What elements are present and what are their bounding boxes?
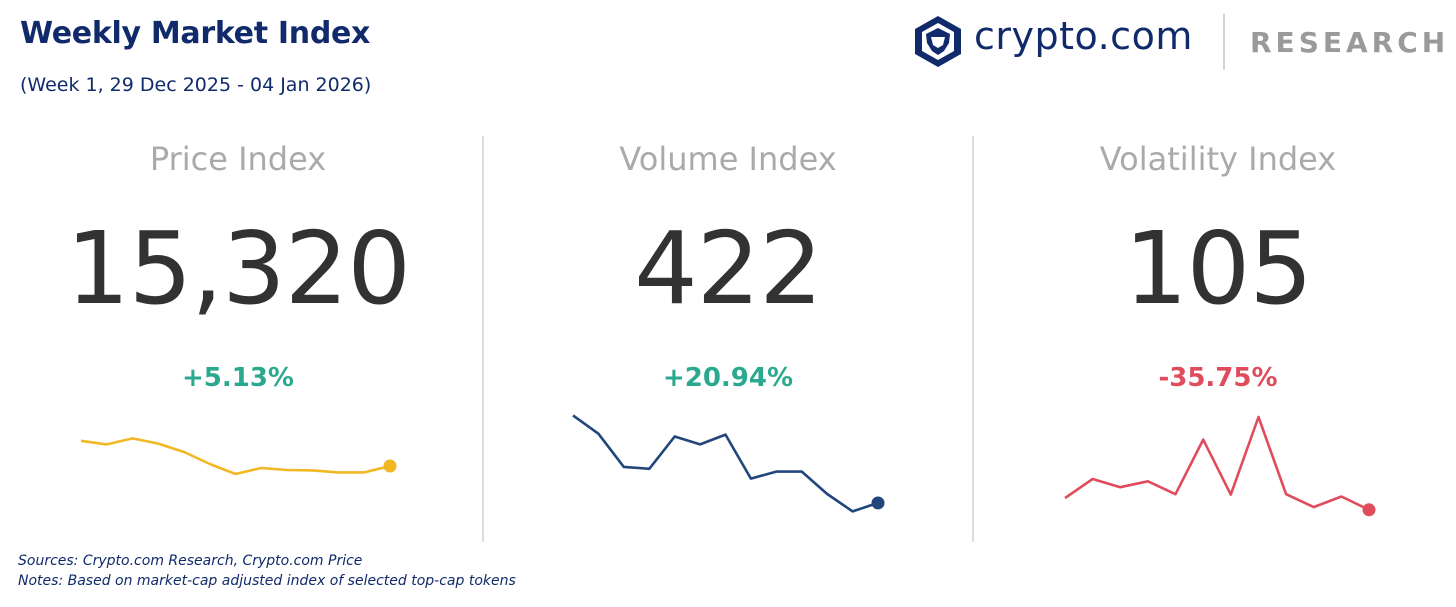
page-title: Weekly Market Index: [20, 16, 371, 51]
panel-divider: [972, 136, 974, 542]
volatility-index-sparkline: [1064, 415, 1376, 517]
crypto-com-lion-shield-icon: [915, 16, 961, 67]
volatility-index-value: 105: [1124, 210, 1313, 327]
brand-section-label: RESEARCH: [1250, 26, 1450, 59]
price-index-sparkline: [80, 437, 397, 476]
price-index-title: Price Index: [149, 140, 327, 178]
price-index-change: +5.13%: [182, 363, 294, 393]
volume-index-title: Volume Index: [619, 140, 837, 178]
volume-index-change: +20.94%: [662, 363, 794, 393]
price-index-panel: Price Index 15,320 +5.13%: [0, 130, 476, 540]
series-line: [80, 437, 391, 476]
volatility-index-change: -35.75%: [1158, 363, 1278, 393]
volume-index-sparkline: [572, 414, 885, 513]
latest-point-marker: [383, 459, 397, 473]
series-line: [572, 414, 879, 513]
brand-separator: [1223, 14, 1225, 70]
volatility-index-panel: Volatility Index 105 -35.75%: [980, 130, 1456, 540]
volatility-index-title: Volatility Index: [1099, 140, 1337, 178]
latest-point-marker: [1362, 503, 1376, 517]
methodology-note: Notes: Based on market-cap adjusted inde…: [18, 573, 516, 589]
latest-point-marker: [871, 496, 885, 510]
series-line: [1064, 415, 1370, 511]
date-range-subtitle: (Week 1, 29 Dec 2025 - 04 Jan 2026): [20, 74, 372, 96]
panel-divider: [482, 136, 484, 542]
volume-index-panel: Volume Index 422 +20.94%: [490, 130, 966, 540]
sources-note: Sources: Crypto.com Research, Crypto.com…: [18, 553, 363, 569]
volume-index-value: 422: [634, 210, 823, 327]
brand-name: crypto.com: [974, 14, 1193, 58]
price-index-value: 15,320: [66, 210, 411, 327]
